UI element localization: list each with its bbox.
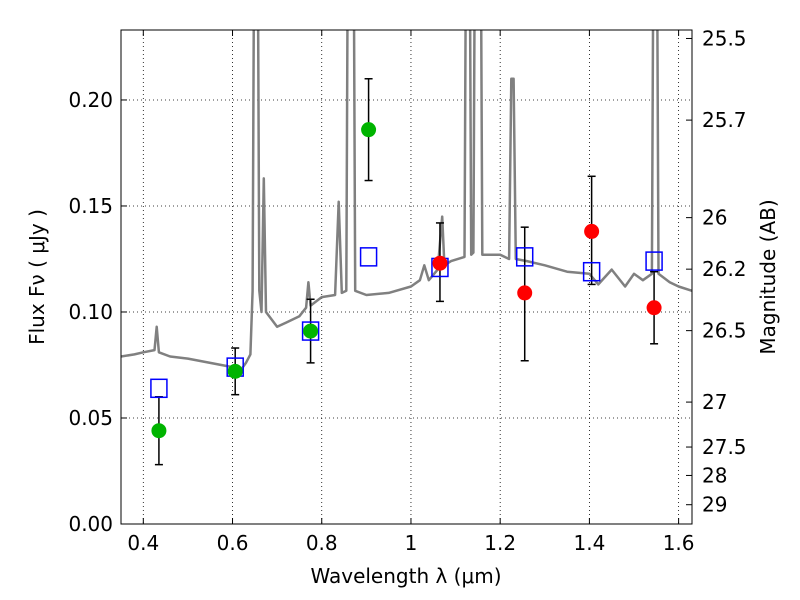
y-tick-label: 0.15	[68, 194, 113, 218]
open-square-marker	[301, 321, 320, 341]
x-tick-label: 1	[405, 531, 418, 555]
open-square-marker	[359, 247, 378, 267]
right-axis-ticks: 25.5 25.7 26 26.2 26.5 27 27.5 28 29	[686, 26, 747, 517]
right-tick-label: 26.5	[702, 319, 747, 343]
plot-area	[121, 30, 692, 371]
data-markers	[150, 122, 663, 439]
right-axis-label: Magnitude (AB)	[756, 199, 780, 354]
open-square-marker	[150, 378, 168, 399]
right-tick-label: 27.5	[702, 435, 747, 459]
y-axis-label: Flux Fν ( μJy )	[25, 209, 49, 345]
right-tick-label: 29	[702, 493, 727, 517]
filled-circle-marker	[432, 255, 448, 271]
open-square-marker	[582, 261, 601, 282]
plot-frame	[120, 29, 693, 525]
x-tick-label: 0.4	[127, 531, 159, 555]
right-tick-label: 25.7	[702, 108, 747, 132]
filled-circle-marker	[646, 300, 662, 316]
filled-circle-marker	[227, 363, 243, 379]
right-tick-label: 27	[702, 390, 727, 414]
y-axis-ticks: 0.00 0.05 0.10 0.15 0.20	[68, 88, 127, 536]
right-tick-label: 26	[702, 206, 727, 230]
x-tick-label: 1.6	[663, 531, 695, 555]
right-tick-label: 28	[702, 463, 727, 487]
filled-circle-marker	[517, 285, 533, 301]
x-axis-ticks: 0.4 0.6 0.8 1 1.2 1.4 1.6	[127, 30, 695, 555]
filled-circle-marker	[151, 423, 167, 439]
x-tick-label: 0.6	[217, 531, 249, 555]
open-square-marker	[515, 247, 534, 267]
y-tick-label: 0.05	[68, 406, 113, 430]
filled-circle-marker	[584, 223, 600, 239]
y-tick-label: 0.20	[68, 88, 113, 112]
x-tick-label: 1.4	[573, 531, 605, 555]
spectrum-line	[121, 30, 692, 371]
filled-circle-marker	[303, 323, 319, 339]
y-tick-label: 0.10	[68, 300, 113, 324]
x-tick-label: 1.2	[484, 531, 516, 555]
right-tick-label: 25.5	[702, 26, 747, 50]
open-square-marker	[645, 251, 663, 271]
right-tick-label: 26.2	[702, 257, 747, 281]
x-axis-label: Wavelength λ (μm)	[310, 564, 501, 588]
y-tick-label: 0.00	[68, 512, 113, 536]
x-tick-label: 0.8	[306, 531, 338, 555]
filled-circle-marker	[361, 122, 377, 138]
